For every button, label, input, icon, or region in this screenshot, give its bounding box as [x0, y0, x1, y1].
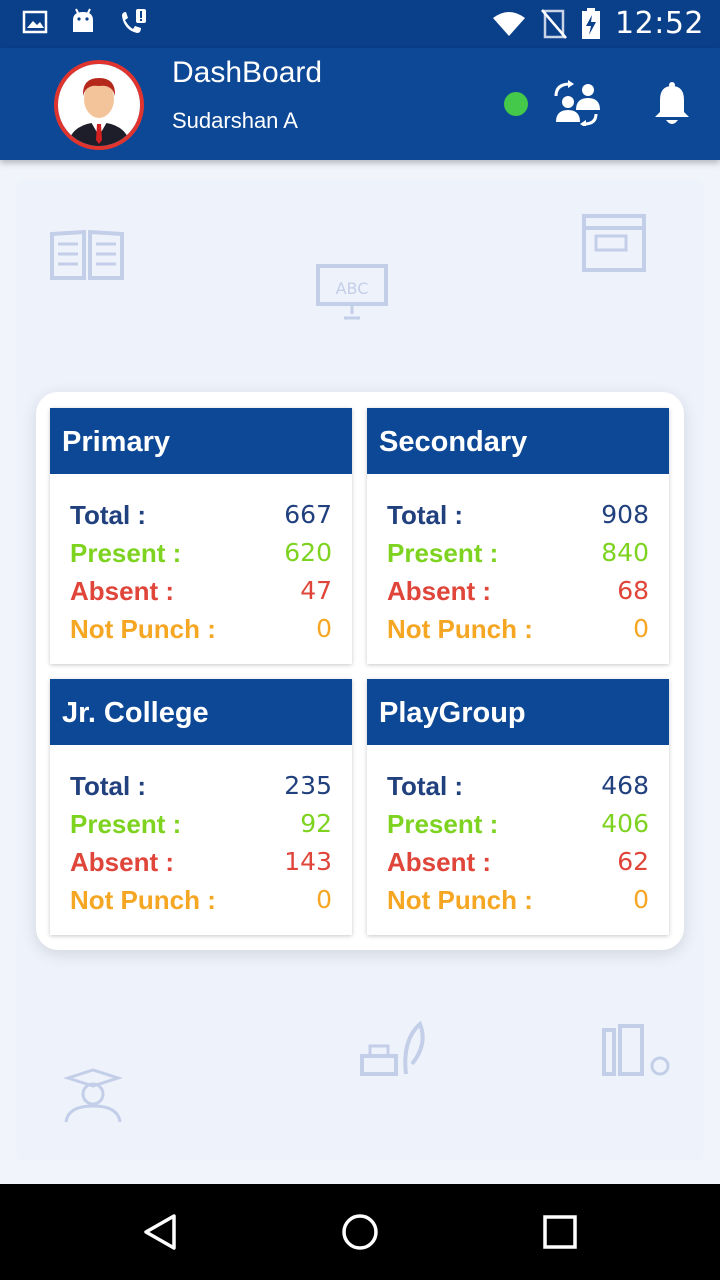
absent-label: Absent :	[70, 847, 174, 877]
status-bar: 12:52	[0, 0, 720, 48]
not-punch-value: 0	[633, 885, 649, 914]
total-label: Total :	[70, 500, 147, 530]
card-playgroup[interactable]: PlayGroup Total : 468 Present : 406 Absent…	[367, 679, 669, 935]
total-value: 667	[284, 500, 332, 529]
browser-window-icon	[582, 214, 646, 272]
switch-user-icon[interactable]	[550, 80, 602, 126]
total-label: Total :	[387, 771, 464, 801]
ink-quill-icon	[360, 1020, 425, 1076]
absent-label: Absent :	[387, 576, 491, 606]
attendance-summary-panel: Primary Total :667 Present :620 Absent :…	[36, 392, 684, 950]
absent-value: 47	[300, 576, 332, 605]
not-punch-label: Not Punch :	[70, 885, 216, 915]
phone-alert-icon	[122, 9, 146, 33]
card-title: PlayGroup	[367, 679, 669, 745]
total-row: Total : 908	[387, 496, 649, 534]
page-title: DashBoard	[172, 56, 323, 89]
status-time: 12:52	[615, 6, 704, 41]
present-row: Present : 406	[387, 805, 649, 843]
present-label: Present :	[387, 809, 499, 839]
card-title: Primary	[50, 408, 352, 474]
not-punch-row: Not Punch : 0	[387, 881, 649, 919]
bell-icon[interactable]	[652, 82, 692, 126]
present-label: Present :	[387, 538, 499, 568]
present-row: Present : 620	[70, 534, 332, 572]
user-name: Sudarshan A	[172, 108, 298, 133]
no-sim-icon	[541, 8, 567, 39]
total-row: Total : 235	[70, 767, 332, 805]
absent-row: Absent : 143	[70, 843, 332, 881]
total-label: Total :	[387, 500, 464, 530]
not-punch-row: Not Punch : 0	[70, 881, 332, 919]
recents-icon[interactable]	[540, 1212, 580, 1252]
user-avatar-icon	[58, 64, 140, 146]
present-label: Present :	[70, 538, 182, 568]
not-punch-value: 0	[316, 614, 332, 643]
absent-value: 68	[617, 576, 649, 605]
graduate-icon	[63, 1068, 123, 1123]
back-icon[interactable]	[140, 1212, 180, 1252]
avatar[interactable]	[54, 60, 144, 150]
total-value: 468	[601, 771, 649, 800]
battery-charging-icon	[582, 7, 601, 39]
absent-value: 62	[617, 847, 649, 876]
absent-row: Absent : 62	[387, 843, 649, 881]
card-secondary[interactable]: Secondary Total : 908 Present : 840 Absent…	[367, 408, 669, 664]
open-book-icon	[50, 229, 124, 280]
card-primary[interactable]: Primary Total : 667 Present : 620 Absent :…	[50, 408, 352, 664]
not-punch-label: Not Punch :	[387, 885, 533, 915]
absent-value: 143	[284, 847, 332, 876]
total-value: 235	[284, 771, 332, 800]
not-punch-label: Not Punch :	[387, 614, 533, 644]
not-punch-row: Not Punch : 0	[70, 610, 332, 648]
system-nav-bar	[0, 1184, 720, 1280]
not-punch-value: 0	[316, 885, 332, 914]
home-icon[interactable]	[340, 1212, 380, 1252]
absent-row: Absent : 47	[70, 572, 332, 610]
svg-text:ABC: ABC	[336, 279, 369, 298]
online-status-indicator	[504, 92, 528, 116]
not-punch-row: Not Punch : 0	[387, 610, 649, 648]
present-value: 406	[601, 809, 649, 838]
abc-board-icon: ABC	[316, 264, 388, 320]
present-value: 840	[601, 538, 649, 567]
present-label: Present :	[70, 809, 182, 839]
present-row: Present : 840	[387, 534, 649, 572]
total-value: 908	[601, 500, 649, 529]
total-row: Total : 468	[387, 767, 649, 805]
absent-label: Absent :	[387, 847, 491, 877]
wifi-icon	[493, 11, 526, 36]
absent-row: Absent : 68	[387, 572, 649, 610]
android-icon	[73, 8, 93, 32]
app-bar: DashBoard Sudarshan A	[0, 48, 720, 160]
present-row: Present : 92	[70, 805, 332, 843]
not-punch-value: 0	[633, 614, 649, 643]
present-value: 92	[300, 809, 332, 838]
not-punch-label: Not Punch :	[70, 614, 216, 644]
present-value: 620	[284, 538, 332, 567]
image-icon	[22, 10, 48, 34]
card-title: Secondary	[367, 408, 669, 474]
total-label: Total :	[70, 771, 147, 801]
stationery-icon	[602, 1024, 670, 1076]
absent-label: Absent :	[70, 576, 174, 606]
card-jr-college[interactable]: Jr. College Total : 235 Present : 92 Absen…	[50, 679, 352, 935]
card-title: Jr. College	[50, 679, 352, 745]
total-row: Total : 667	[70, 496, 332, 534]
